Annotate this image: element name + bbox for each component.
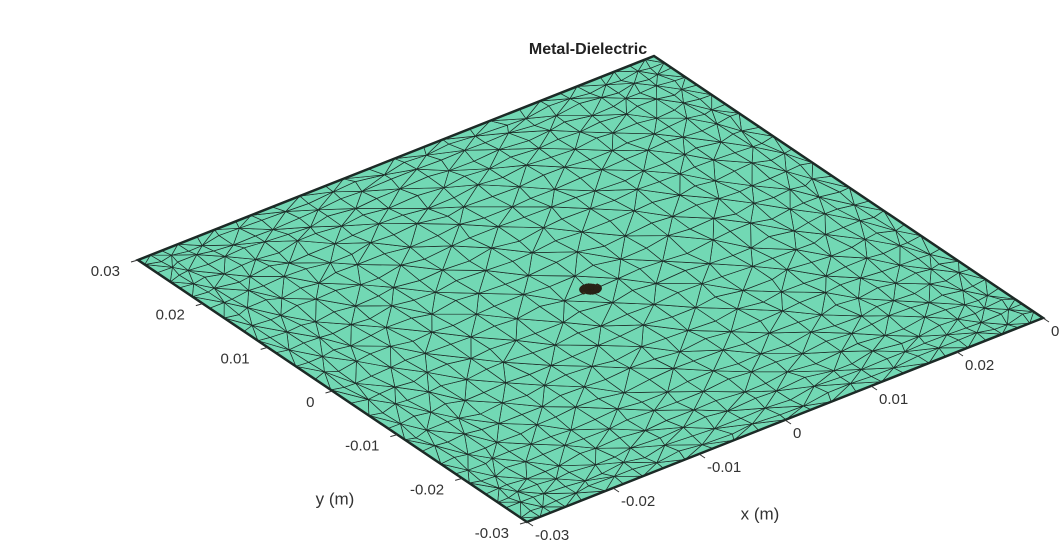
x-tick-label: 0.03 <box>1051 323 1059 340</box>
mesh <box>138 56 1043 522</box>
y-tick-label: 0.02 <box>156 307 185 324</box>
x-tick <box>957 352 963 356</box>
y-tick-label: -0.03 <box>475 525 509 542</box>
chart: Metal-Dielectric -0.03 -0.02 -0.01 0 0.01 0.0… <box>0 0 1059 555</box>
y-tick <box>390 435 397 437</box>
y-tick <box>261 347 268 349</box>
y-tick-label: -0.01 <box>345 438 379 455</box>
y-tick-label: 0.03 <box>91 263 120 280</box>
y-tick-label: 0.01 <box>220 350 249 367</box>
x-tick <box>613 488 619 492</box>
x-tick-label: -0.03 <box>535 527 569 544</box>
x-tick <box>527 522 533 526</box>
y-tick <box>196 304 203 306</box>
y-tick-label: 0 <box>306 394 314 411</box>
x-tick-label: 0.01 <box>879 391 908 408</box>
x-axis-label: x (m) <box>741 504 780 523</box>
y-tick-label: -0.02 <box>410 481 444 498</box>
y-tick <box>455 478 462 480</box>
page: {"chart_data": {"type": "mesh3d", "title… <box>0 0 1059 555</box>
x-tick <box>785 420 791 424</box>
x-tick-label: -0.02 <box>621 493 655 510</box>
chart-title: Metal-Dielectric <box>529 41 647 58</box>
y-tick <box>131 260 138 262</box>
x-tick <box>871 386 877 390</box>
x-tick <box>699 454 705 458</box>
y-tick <box>520 522 527 524</box>
x-tick-label: -0.01 <box>707 459 741 476</box>
y-tick <box>326 391 333 393</box>
x-tick-label: 0 <box>793 425 801 442</box>
x-tick-label: 0.02 <box>965 357 994 374</box>
x-tick <box>1043 318 1049 322</box>
metal-mesh-dot <box>582 291 584 293</box>
y-axis-label: y (m) <box>316 489 355 508</box>
